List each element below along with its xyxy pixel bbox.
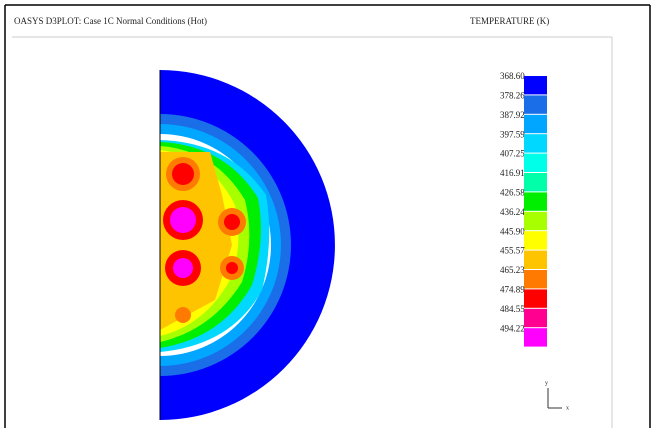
hotspot xyxy=(170,207,196,233)
legend-label: 397.59 xyxy=(500,129,525,139)
legend-swatch xyxy=(524,76,547,94)
legend-swatch xyxy=(524,95,547,113)
legend-label: 387.92 xyxy=(500,110,525,120)
triad-x-label: x xyxy=(566,405,569,411)
legend-label: 474.89 xyxy=(500,284,525,294)
hotspot xyxy=(172,163,194,185)
legend-swatch xyxy=(524,289,547,307)
legend: 368.60 378.26 387.92 397.59 407.25 416.91 426.… xyxy=(500,71,547,347)
hotspot xyxy=(175,307,191,323)
legend-swatch xyxy=(524,173,547,191)
legend-swatch xyxy=(524,115,547,133)
legend-label: 436.24 xyxy=(500,207,525,217)
legend-swatch xyxy=(524,251,547,269)
hotspot xyxy=(173,258,193,278)
quantity-label: TEMPERATURE (K) xyxy=(470,16,549,26)
legend-swatch xyxy=(524,192,547,210)
legend-label: 416.91 xyxy=(500,168,525,178)
legend-swatch xyxy=(524,270,547,288)
hotspot xyxy=(226,262,238,274)
legend-label: 378.26 xyxy=(500,90,525,100)
hotspot xyxy=(224,214,240,230)
legend-label: 445.90 xyxy=(500,226,525,236)
legend-swatch xyxy=(524,134,547,152)
legend-label: 426.58 xyxy=(500,187,525,197)
legend-label: 407.25 xyxy=(500,149,525,159)
triad-y-label: y xyxy=(545,380,548,386)
legend-swatch xyxy=(524,328,547,346)
legend-label: 368.60 xyxy=(500,71,525,81)
legend-swatch xyxy=(524,212,547,230)
legend-swatch xyxy=(524,231,547,249)
plot-title: OASYS D3PLOT: Case 1C Normal Conditions … xyxy=(14,16,207,26)
d3plot-window: OASYS D3PLOT: Case 1C Normal Conditions … xyxy=(0,0,655,428)
legend-swatch xyxy=(524,154,547,172)
legend-label: 484.55 xyxy=(500,304,525,314)
legend-label: 465.23 xyxy=(500,265,525,275)
legend-label: 494.22 xyxy=(500,323,525,333)
legend-label: 455.57 xyxy=(500,246,525,256)
legend-swatch xyxy=(524,309,547,327)
